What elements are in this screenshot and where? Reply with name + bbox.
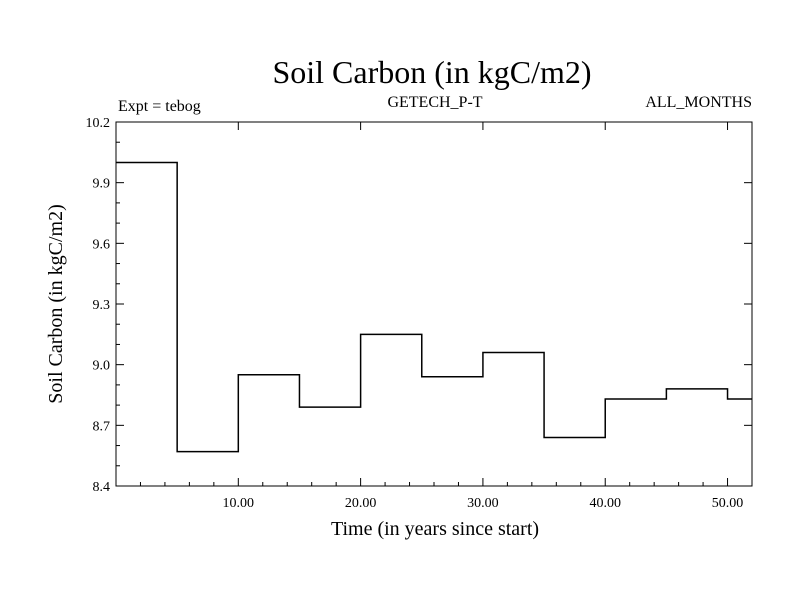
model-label: GETECH_P-T	[387, 94, 482, 111]
expt-label: Expt = tebog	[118, 98, 201, 115]
soil-carbon-series-line	[116, 161, 752, 453]
y-tick-label: 9.6	[93, 237, 111, 252]
months-label: ALL_MONTHS	[645, 94, 752, 111]
x-axis: 10.00 20.00 30.00 40.00 50.00	[139, 122, 744, 511]
x-tick-label: 10.00	[223, 496, 255, 511]
plot-frame	[115, 121, 753, 487]
y-tick-label: 9.9	[93, 177, 111, 192]
y-tick-label: 9.0	[93, 359, 111, 374]
x-tick-label: 30.00	[467, 496, 499, 511]
x-tick-label: 40.00	[589, 496, 621, 511]
y-tick-label: 8.7	[93, 419, 111, 434]
y-tick-label: 9.3	[93, 298, 111, 313]
y-axis: 8.4 8.7 9.0 9.3 9.6 9.9 10.2	[86, 116, 752, 495]
x-tick-label: 20.00	[345, 496, 377, 511]
chart-title: Soil Carbon (in kgC/m2)	[272, 54, 591, 90]
y-tick-label: 8.4	[93, 480, 111, 495]
y-tick-label: 10.2	[86, 116, 111, 131]
x-tick-label: 50.00	[712, 496, 744, 511]
x-axis-label: Time (in years since start)	[331, 518, 539, 540]
y-axis-label: Soil Carbon (in kgC/m2)	[45, 204, 67, 403]
